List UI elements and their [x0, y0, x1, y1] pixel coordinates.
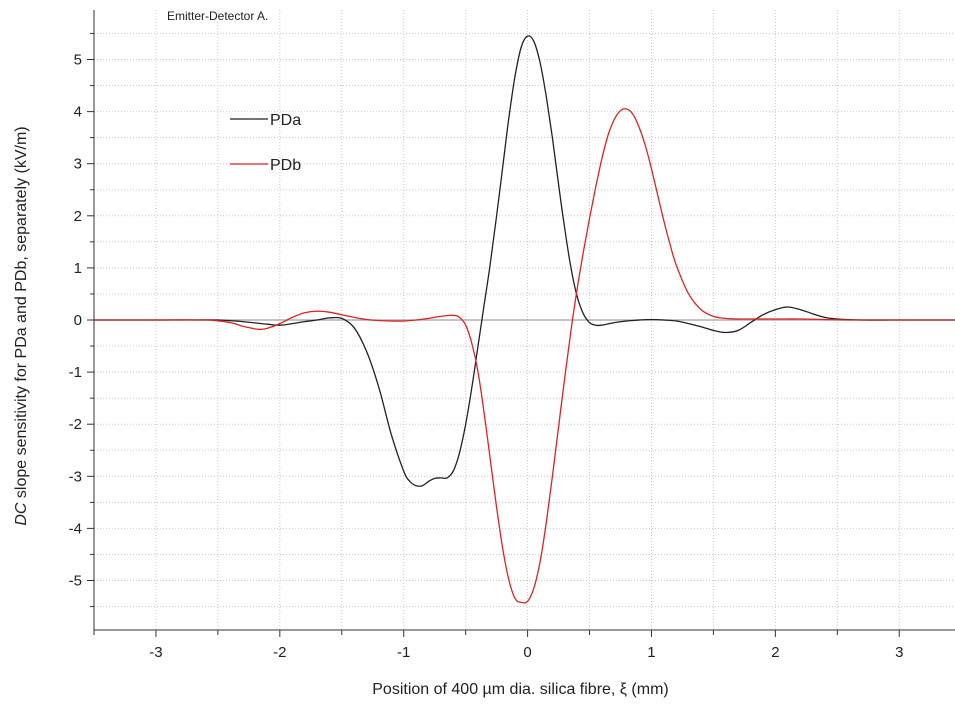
y-tick-label: 4 [74, 104, 82, 121]
ticks: -3 -2 -1 0 1 2 3 -5 -4 -3 -2 -1 0 1 2 3 4 5 [69, 32, 903, 661]
x-tick-label: -3 [149, 644, 162, 661]
y-axis-title-rest: slope sensitivity for PDa and PDb, separ… [13, 126, 30, 502]
x-tick-label: -2 [273, 644, 286, 661]
y-tick-label: 2 [74, 208, 82, 225]
x-tick-label: 2 [771, 644, 779, 661]
y-tick-label: -4 [69, 520, 82, 537]
y-axis-title: DC slope sensitivity for PDa and PDb, se… [13, 126, 30, 525]
y-tick-label: -5 [69, 573, 82, 590]
x-tick-label: 0 [523, 644, 531, 661]
y-tick-label: 3 [74, 156, 82, 173]
x-tick-label: 3 [895, 644, 903, 661]
chart-title: Emitter-Detector A. [167, 9, 268, 23]
series-line-pdb [93, 108, 955, 604]
x-tick-label: -1 [397, 644, 410, 661]
y-tick-label: -1 [69, 364, 82, 381]
legend: PDa PDb [230, 112, 301, 174]
y-tick-label: -3 [69, 468, 82, 485]
series-line-pda [93, 35, 955, 487]
legend-label-pda: PDa [270, 112, 301, 129]
y-tick-label: 5 [74, 51, 82, 68]
legend-label-pdb: PDb [270, 157, 301, 174]
y-tick-label: -2 [69, 416, 82, 433]
x-axis-title: Position of 400 µm dia. silica fibre, ξ … [372, 681, 668, 698]
x-tick-label: 1 [647, 644, 655, 661]
y-tick-label: 1 [74, 260, 82, 277]
y-tick-label: 0 [74, 312, 82, 329]
y-axis-title-italic: DC [13, 502, 30, 526]
series-layer [93, 35, 955, 604]
